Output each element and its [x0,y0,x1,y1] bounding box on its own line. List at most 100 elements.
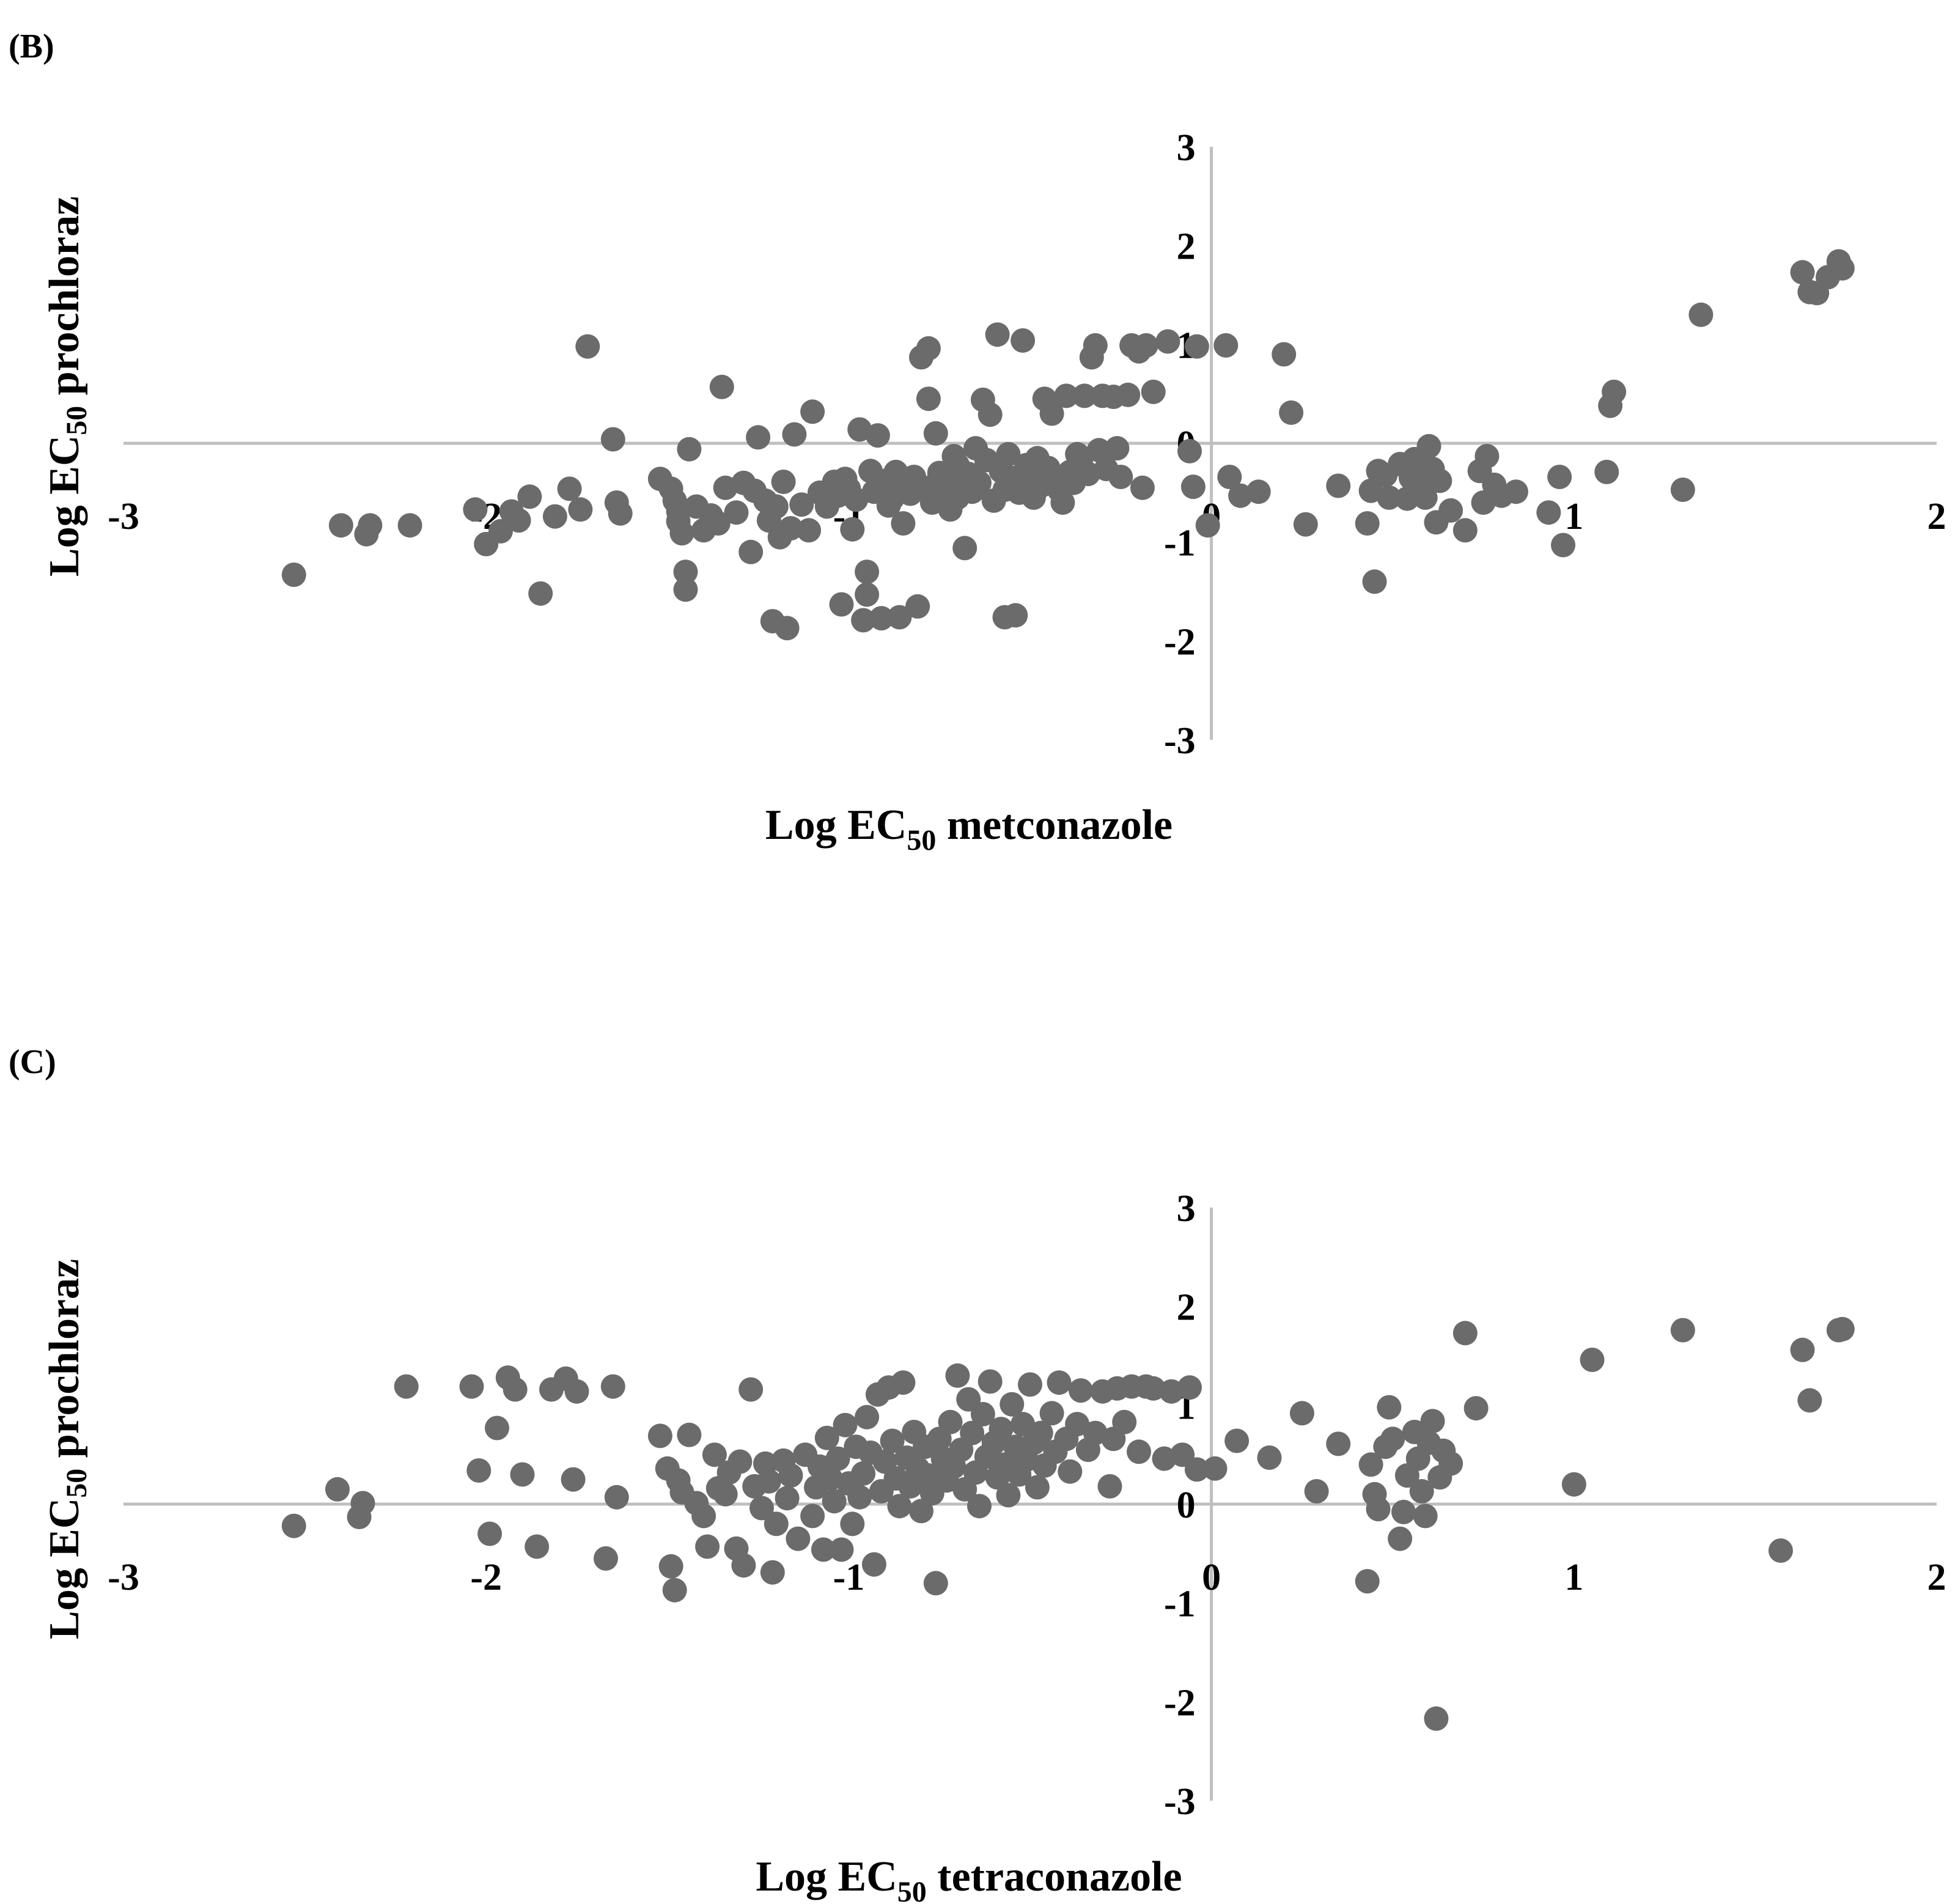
panel-b-points [281,249,1855,641]
panel-c-data-point [1380,1426,1405,1452]
panel-c-data-point [727,1449,753,1474]
panel-b-data-point [1790,260,1815,285]
panel-b-data-point [1180,474,1206,500]
panel-b-data-point [1003,603,1028,628]
panel-c-data-point [525,1534,550,1559]
panel-c-data-point [833,1412,858,1437]
panel-b-data-point [488,518,513,544]
panel-c-data-point [1355,1569,1380,1594]
panel-c-data-point [350,1491,375,1516]
panel-c-data-point [325,1477,350,1502]
panel-c-data-point [1127,1439,1151,1464]
panel-c-data-point [662,1577,687,1603]
panel-b-data-point [1184,334,1209,359]
panel-b-data-point [967,470,992,495]
panel-c-data-point [1177,1375,1202,1400]
panel-c-data-point [1112,1409,1137,1434]
panel-c-data-point [1039,1401,1064,1426]
panel-b-data-point [1362,569,1387,594]
panel-c-data-point [647,1423,672,1448]
panel-b-y-tick-label: -3 [1164,720,1196,762]
panel-c-data-point [485,1415,509,1441]
panel-c-data-point [822,1489,847,1514]
panel-c-data-point [695,1534,720,1559]
panel-b-data-point [891,511,916,536]
panel-b-data-point [985,322,1010,347]
panel-c-data-point [510,1462,535,1487]
panel-c-x-tick-label: 1 [1564,1557,1583,1598]
panel-b-data-point [1246,479,1271,504]
panel-b-data-point [1086,438,1111,463]
panel-c-data-point [1047,1370,1072,1395]
panel-b-data-point [1688,302,1714,327]
panel-c-data-point [1069,1378,1093,1403]
panel-c-data-point [1097,1474,1122,1499]
panel-c-data-point [1202,1456,1228,1481]
panel-c-y-tick-label: -1 [1164,1584,1196,1625]
panel-b-data-point [738,539,764,564]
panel-c-data-point [1058,1459,1083,1484]
panel-c-data-point [851,1461,876,1486]
panel-b-data-point [506,508,531,533]
panel-c-data-point [1790,1337,1815,1362]
panel-b-data-point [608,501,633,526]
panel-b-data-point [1072,383,1097,408]
panel-c-data-point [1224,1428,1250,1453]
panel-b-y-axis-title: Log EC50 prochloraz [41,196,93,577]
panel-c-data-point [749,1496,774,1521]
panel-c-data-point [394,1374,419,1399]
panel-c-data-point [811,1537,836,1562]
panel-b-data-point [709,374,734,399]
panel-c-data-point [738,1377,764,1402]
panel-c-data-point [891,1370,916,1395]
panel-b-data-point [782,422,807,447]
panel-b-data-point [869,606,894,631]
panel-b-data-point [1475,444,1500,468]
panel-c-data-point [281,1513,306,1538]
panel-c-data-point [775,1486,800,1511]
panel-c-data-point [756,1469,781,1494]
panel-b-data-point [1133,333,1158,358]
panel-c-data-point [1184,1457,1209,1482]
panel-c-data-point [840,1511,865,1537]
panel-c-data-point [1580,1348,1605,1372]
panel-b-data-point [916,336,941,361]
panel-c-x-tick-label: 2 [1927,1557,1946,1598]
panel-b-data-point [517,484,542,509]
panel-c-data-point [989,1417,1014,1442]
panel-c-data-point [713,1482,738,1507]
panel-c-data-point [1561,1472,1586,1497]
panel-c-data-point [760,1560,785,1585]
panel-b-data-point [1141,379,1166,404]
panel-c-data-point [825,1446,850,1471]
panel-c-data-point [702,1442,727,1467]
panel-c-data-point [829,1537,854,1562]
panel-b-data-point [1195,513,1220,538]
panel-c-x-tick-label: -1 [833,1557,865,1598]
panel-b-data-point [865,423,890,448]
panel-c-data-point [923,1571,948,1596]
panel-c-y-axis-title: Log EC50 prochloraz [41,1259,93,1639]
panel-b-data-point [568,497,593,522]
panel-b-data-point [677,437,702,462]
panel-c-data-point [945,1363,970,1388]
panel-b-data-point [952,536,977,561]
panel-c-data-point [764,1511,789,1537]
panel-b-data-point [1155,329,1180,354]
panel-b-data-point [977,402,1003,427]
panel-c-data-point [887,1494,912,1519]
panel-b-data-point [1594,459,1619,484]
panel-c-data-point [1830,1316,1855,1341]
panel-b-data-point [281,563,306,587]
panel-b-y-tick-label: 3 [1177,127,1196,169]
panel-b-data-point [669,521,694,546]
panel-c-data-point [604,1485,629,1510]
panel-c-y-tick-label: -2 [1164,1682,1196,1724]
panel-b-data-point [1438,498,1463,523]
panel-c-data-point [1028,1420,1053,1445]
panel-b-data-point [1050,490,1075,515]
panel-c-data-point [1420,1409,1445,1434]
